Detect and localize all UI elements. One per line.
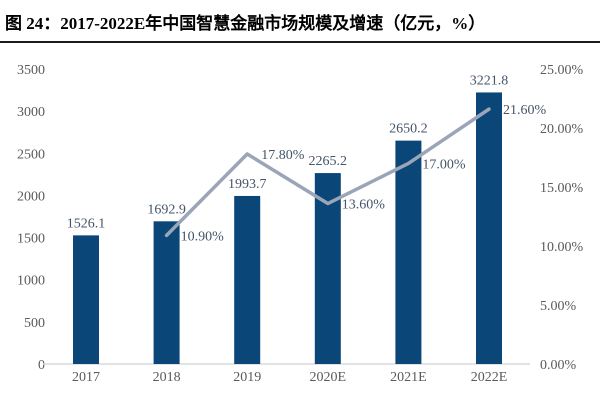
- bar-value-label-2019: 1993.7: [228, 177, 267, 192]
- y-axis-left-tick: 3500: [17, 63, 45, 78]
- y-axis-left-tick: 1000: [17, 274, 45, 289]
- bar-2022E: [476, 92, 502, 364]
- bar-value-label-2022E: 3221.8: [470, 73, 509, 88]
- y-axis-left-tick: 500: [24, 316, 45, 331]
- y-axis-right-tick: 25.00%: [540, 63, 584, 78]
- growth-value-label-2022E: 21.60%: [503, 103, 547, 118]
- y-axis-left-tick: 2500: [17, 147, 45, 162]
- bar-value-label-2017: 1526.1: [67, 216, 106, 231]
- bar-2017: [73, 235, 99, 364]
- x-axis-tick-2019: 2019: [233, 370, 261, 385]
- title-divider: [0, 41, 600, 43]
- bar-value-label-2020E: 2265.2: [309, 154, 348, 169]
- y-axis-right-tick: 15.00%: [540, 181, 584, 196]
- growth-value-label-2020E: 13.60%: [342, 198, 386, 213]
- y-axis-right-tick: 5.00%: [540, 299, 577, 314]
- y-axis-right-tick: 0.00%: [540, 358, 577, 373]
- x-axis-tick-2022E: 2022E: [471, 370, 508, 385]
- growth-rate-line: [164, 107, 491, 238]
- x-axis-tick-2018: 2018: [153, 370, 181, 385]
- y-axis-left-tick: 1500: [17, 232, 45, 247]
- y-axis-right-tick: 10.00%: [540, 240, 584, 255]
- bar-value-label-2018: 1692.9: [147, 202, 186, 217]
- bar-value-label-2021E: 2650.2: [389, 122, 428, 137]
- bar-2018: [153, 221, 180, 364]
- y-axis-right-tick: 20.00%: [540, 122, 584, 137]
- x-axis-tick-2021E: 2021E: [390, 370, 427, 385]
- growth-value-label-2019: 17.80%: [261, 148, 305, 163]
- y-axis-left-tick: 2000: [17, 189, 45, 204]
- y-axis-left-tick: 0: [38, 358, 45, 373]
- x-axis-tick-2017: 2017: [72, 370, 100, 385]
- growth-value-label-2021E: 17.00%: [422, 157, 466, 172]
- y-axis-left-tick: 3000: [17, 105, 45, 120]
- bar-2021E: [395, 140, 422, 364]
- figure-title: 图 24：2017-2022E年中国智慧金融市场规模及增速（亿元，%）: [5, 14, 486, 33]
- x-axis-tick-2020E: 2020E: [310, 370, 347, 385]
- bar-2019: [234, 195, 261, 364]
- growth-value-label-2018: 10.90%: [181, 229, 225, 244]
